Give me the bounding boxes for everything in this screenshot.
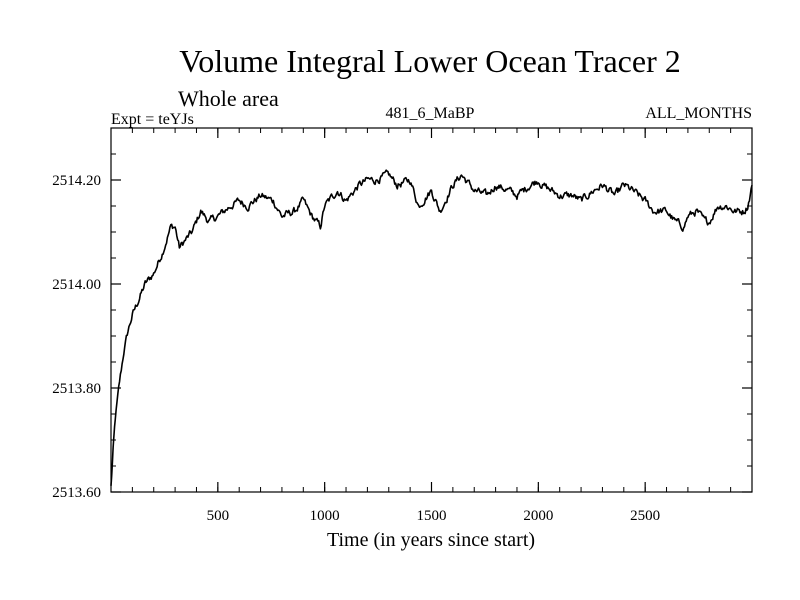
x-tick-label: 1000 [310, 508, 340, 524]
series-line [110, 169, 753, 486]
plot-frame [110, 127, 753, 493]
major-ticks [111, 128, 752, 493]
x-tick-label: 2000 [523, 508, 553, 524]
header-center: 481_6_MaBP [386, 105, 475, 122]
x-tick-label: 2500 [630, 508, 660, 524]
series-group [110, 169, 753, 486]
y-tick-label: 2513.60 [52, 485, 101, 501]
chart-subtitle: Whole area [178, 86, 279, 111]
header-right: ALL_MONTHS [645, 105, 752, 122]
minor-ticks [111, 128, 752, 492]
y-tick-label: 2514.00 [52, 277, 101, 293]
x-tick-label: 500 [207, 508, 230, 524]
x-axis-label: Time (in years since start) [327, 529, 535, 551]
header-left: Expt = teYJs [111, 111, 194, 128]
x-tick-labels: 500 1000 1500 2000 2500 [207, 508, 661, 524]
y-tick-labels: 2513.60 2513.80 2514.00 2514.20 [52, 173, 101, 501]
y-tick-label: 2514.20 [52, 173, 101, 189]
chart-title: Volume Integral Lower Ocean Tracer 2 [179, 43, 680, 79]
x-tick-label: 1500 [417, 508, 447, 524]
y-tick-label: 2513.80 [52, 381, 101, 397]
